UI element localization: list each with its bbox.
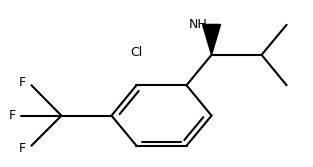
Text: F: F bbox=[18, 76, 25, 89]
Text: F: F bbox=[8, 109, 15, 122]
Text: 2: 2 bbox=[208, 27, 214, 37]
Text: Cl: Cl bbox=[130, 46, 143, 59]
Text: F: F bbox=[18, 142, 25, 155]
Polygon shape bbox=[203, 24, 221, 55]
Text: NH: NH bbox=[189, 18, 208, 31]
